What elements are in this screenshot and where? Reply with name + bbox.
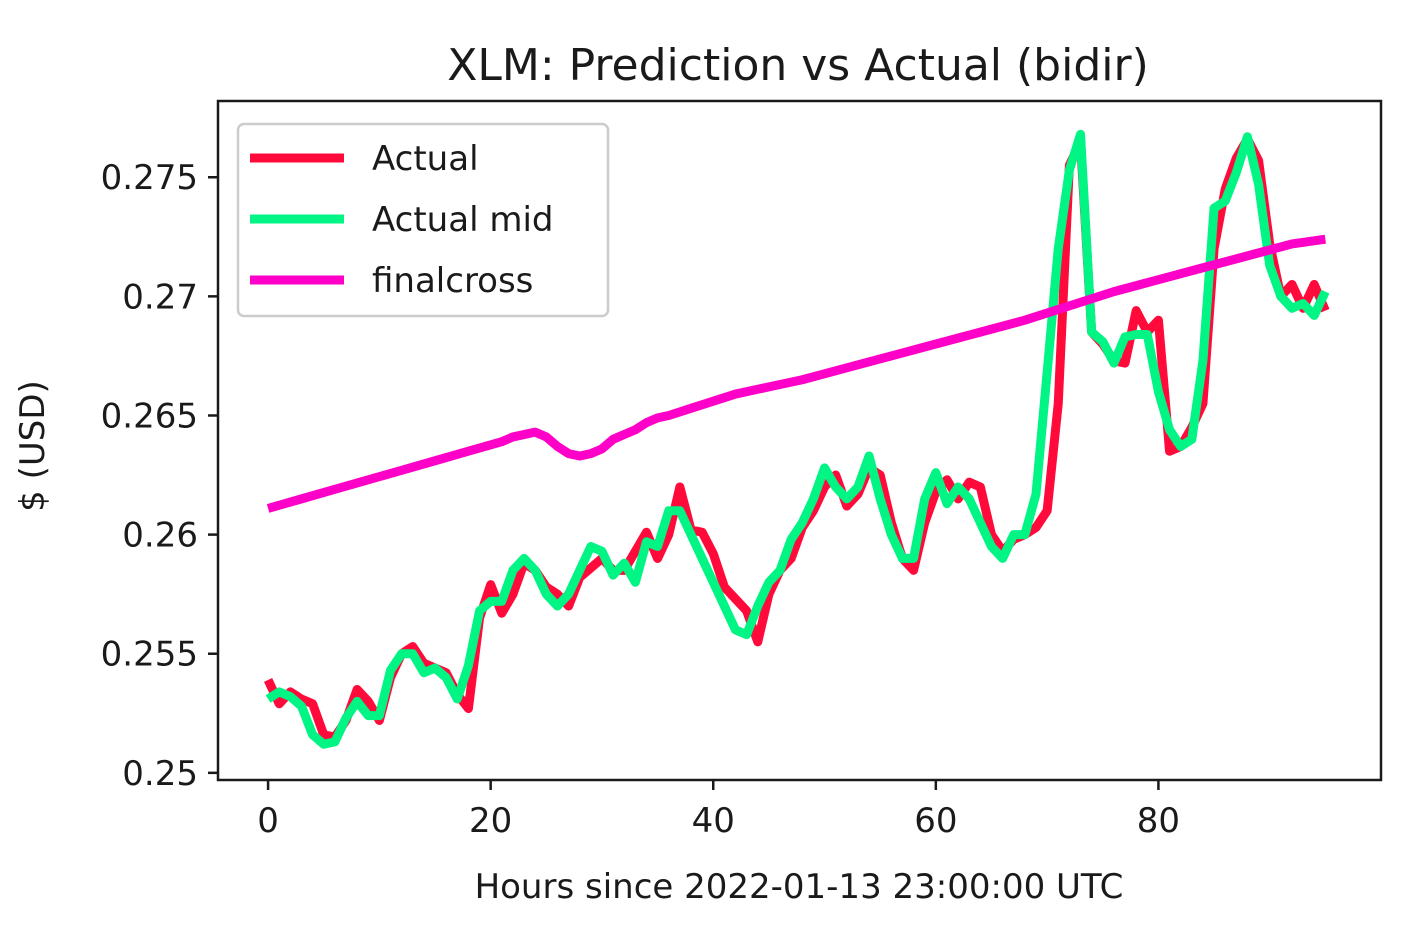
legend-label-actual-mid: Actual mid bbox=[372, 200, 553, 240]
x-tick-label: 60 bbox=[914, 801, 957, 841]
x-axis-label: Hours since 2022-01-13 23:00:00 UTC bbox=[475, 867, 1124, 907]
y-tick-label: 0.275 bbox=[101, 158, 198, 198]
y-tick-label: 0.27 bbox=[122, 277, 198, 317]
legend-label-finalcross: finalcross bbox=[372, 261, 533, 301]
y-tick-label: 0.255 bbox=[101, 635, 198, 675]
y-tick-label: 0.265 bbox=[101, 396, 198, 436]
x-tick-label: 0 bbox=[257, 801, 279, 841]
x-tick-label: 20 bbox=[469, 801, 512, 841]
legend-box bbox=[236, 122, 610, 318]
x-tick-label: 40 bbox=[692, 801, 735, 841]
x-tick-label: 80 bbox=[1137, 801, 1180, 841]
plot-frame bbox=[216, 99, 1383, 782]
y-tick-label: 0.25 bbox=[122, 754, 198, 794]
y-tick-label: 0.26 bbox=[122, 516, 198, 556]
legend-label-actual: Actual bbox=[372, 139, 479, 179]
series-line-actual-mid bbox=[265, 129, 1330, 749]
chart-title: XLM: Prediction vs Actual (bidir) bbox=[447, 40, 1149, 91]
series-line-finalcross bbox=[266, 234, 1326, 513]
y-axis-label: $ (USD) bbox=[13, 380, 53, 512]
